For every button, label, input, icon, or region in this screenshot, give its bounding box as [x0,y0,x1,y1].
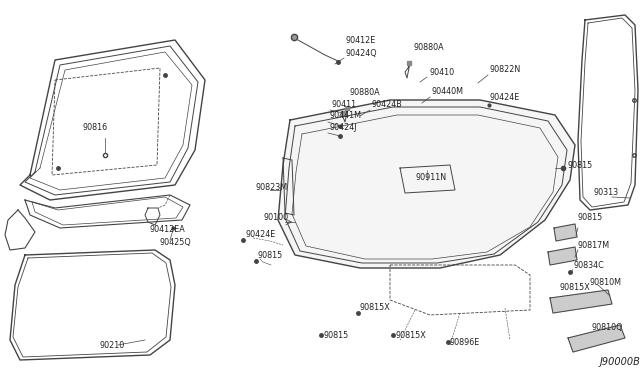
Text: 90313: 90313 [593,188,618,197]
Text: 90411: 90411 [332,100,357,109]
Text: 90424Q: 90424Q [345,49,376,58]
Text: 90424E: 90424E [245,230,275,239]
Text: 90810M: 90810M [590,278,622,287]
Text: 90817M: 90817M [578,241,610,250]
Text: 90815X: 90815X [395,331,426,340]
Text: 90412E: 90412E [345,36,375,45]
Text: 90412EA: 90412EA [150,225,186,234]
Text: 90815: 90815 [258,251,284,260]
Text: 90425Q: 90425Q [160,238,192,247]
Text: 90424B: 90424B [372,100,403,109]
Text: 90815X: 90815X [560,283,591,292]
Text: 90210: 90210 [100,341,125,350]
Text: 90911N: 90911N [415,173,446,182]
Text: 90410: 90410 [430,68,455,77]
Polygon shape [278,100,575,268]
Polygon shape [568,325,625,352]
Text: 90823M: 90823M [255,183,287,192]
Text: 90810Q: 90810Q [592,323,623,332]
Text: 90100: 90100 [263,213,288,222]
Text: 90816: 90816 [83,123,108,132]
Polygon shape [548,247,577,265]
Text: 90424J: 90424J [330,123,358,132]
Polygon shape [554,224,577,241]
Text: 90815: 90815 [568,161,593,170]
Text: 90815: 90815 [578,213,604,222]
Text: 90896E: 90896E [450,338,480,347]
Text: 90880A: 90880A [413,43,444,52]
Text: 90815: 90815 [323,331,348,340]
Polygon shape [550,290,612,313]
Text: 90834C: 90834C [573,261,604,270]
Text: 90880A: 90880A [350,88,381,97]
Text: 90441M: 90441M [330,111,362,120]
Text: 90440M: 90440M [432,87,464,96]
Text: 90822N: 90822N [490,65,521,74]
Text: 90424E: 90424E [490,93,520,102]
Text: J90000B8: J90000B8 [600,357,640,367]
Text: 90815X: 90815X [360,303,391,312]
